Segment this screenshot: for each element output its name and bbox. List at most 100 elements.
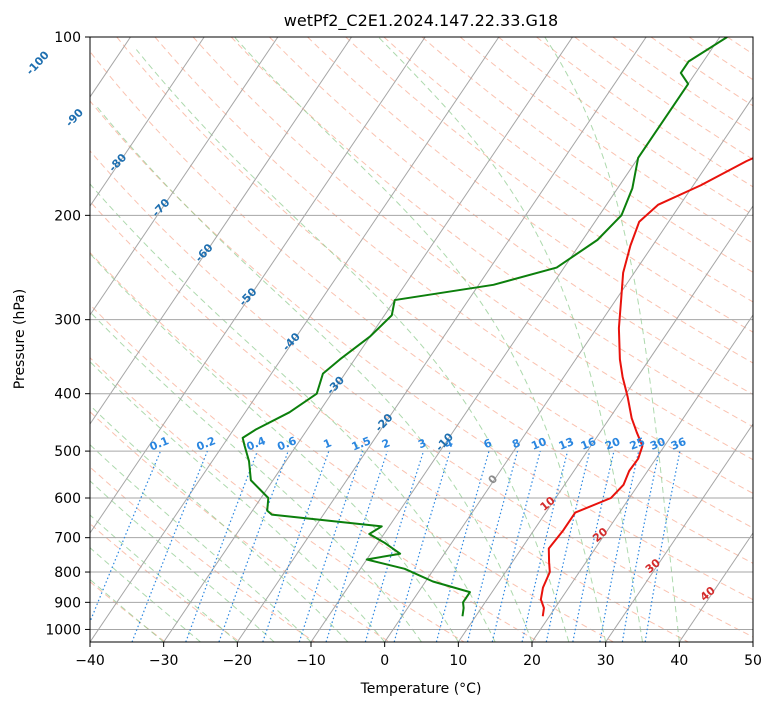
dewpoint-profile-line	[241, 37, 728, 617]
mixing-ratio-label: 36	[669, 435, 688, 453]
dry-adiabat-line	[345, 37, 753, 333]
dry-adiabat-line	[90, 50, 753, 564]
isotherm-label: -60	[193, 241, 216, 265]
mixing-ratio-label: 2	[380, 436, 392, 451]
mixing-ratio-label: 8	[510, 436, 522, 451]
x-tick-label: 40	[670, 653, 688, 669]
mixing-ratio-label: 10	[529, 435, 548, 453]
y-tick-label: 400	[54, 387, 81, 403]
mixing-ratio-label: 30	[648, 435, 667, 453]
isotherm-label: -70	[149, 196, 172, 220]
mixing-ratio-line	[393, 450, 451, 642]
isotherm-line	[90, 37, 352, 425]
isotherm-line	[90, 37, 500, 642]
y-tick-label: 100	[54, 30, 81, 46]
mixing-ratio-line	[599, 450, 640, 642]
dry-adiabat-label: 10	[538, 494, 558, 514]
y-tick-label: 200	[54, 208, 81, 224]
mixing-ratio-line	[644, 450, 681, 642]
dry-adiabat-line	[230, 37, 753, 428]
isotherm-line	[678, 532, 753, 642]
y-axis-title: Pressure (hPa)	[12, 289, 28, 389]
dry-adiabat-line	[90, 100, 753, 601]
dry-adiabat-line	[90, 251, 614, 642]
dry-adiabat-line	[727, 37, 753, 55]
mixing-ratio-label: 1	[322, 436, 334, 451]
x-axis-title: Temperature (°C)	[360, 681, 482, 697]
mixing-ratio-line	[435, 450, 490, 642]
chart-title: wetPf2_C2E1.2024.147.22.33.G18	[284, 11, 558, 31]
x-tick-label: 30	[597, 653, 615, 669]
y-tick-label: 300	[54, 313, 81, 329]
moist-adiabat-line	[90, 444, 312, 642]
isotherm-line	[90, 37, 279, 316]
dry-adiabat-line	[269, 37, 753, 396]
moist-adiabat-line	[90, 578, 164, 642]
mixing-ratio-line	[185, 450, 258, 642]
mixing-ratio-line	[325, 450, 388, 642]
y-tick-label: 600	[54, 491, 81, 507]
isotherm-label: -50	[236, 285, 259, 309]
moist-adiabat-line	[90, 547, 201, 642]
dry-adiabat-line	[536, 37, 753, 188]
dry-adiabat-line	[498, 37, 753, 216]
moist-adiabat-line	[90, 253, 459, 642]
dry-adiabat-line	[383, 37, 753, 303]
dry-adiabat-line	[421, 37, 753, 273]
dry-adiabat-label: 40	[698, 584, 718, 604]
mixing-ratio-label: 16	[579, 435, 598, 453]
isotherm-line	[163, 37, 573, 642]
mixing-ratio-label: 6	[482, 436, 494, 451]
moist-adiabat-line	[378, 37, 643, 642]
x-tick-label: 50	[744, 653, 762, 669]
mixing-ratio-line	[466, 450, 519, 642]
dry-adiabat-line	[154, 37, 753, 494]
x-tick-label: 10	[449, 653, 467, 669]
mixing-ratio-line	[364, 450, 425, 642]
x-tick-label: −40	[75, 653, 105, 669]
isotherm-label: -100	[24, 48, 53, 77]
dry-adiabat-line	[459, 37, 753, 244]
mixing-ratio-line	[131, 450, 208, 642]
isotherm-line	[90, 37, 426, 534]
dry-adiabat-label: 20	[590, 525, 610, 545]
dry-adiabat-line	[192, 37, 753, 461]
x-tick-label: 20	[523, 653, 541, 669]
dry-adiabat-line	[90, 150, 753, 638]
dry-adiabat-line	[612, 37, 753, 133]
data-series	[241, 37, 753, 617]
dry-adiabat-line	[90, 303, 540, 642]
isotherm-line	[236, 37, 647, 642]
moist-adiabat-line	[90, 480, 275, 642]
isotherm-line	[752, 641, 753, 642]
isotherm-label: -80	[106, 151, 129, 175]
dry-adiabat-line	[90, 466, 315, 642]
isotherm-line	[90, 37, 205, 207]
dry-adiabat-line	[90, 200, 689, 642]
moist-adiabat-line	[94, 104, 533, 642]
moist-adiabat-line	[234, 37, 607, 642]
mixing-ratio-label: 25	[628, 435, 647, 453]
moist-adiabat-line	[90, 360, 386, 642]
isotherm-line	[457, 205, 753, 642]
mixing-ratio-line	[90, 450, 162, 624]
mixing-ratio-label: 13	[557, 435, 576, 453]
moist-adiabat-line	[135, 49, 570, 642]
dry-adiabat-line	[765, 37, 775, 642]
isotherm-line	[0, 37, 57, 642]
dry-adiabat-label: 30	[643, 556, 663, 576]
y-tick-label: 900	[54, 595, 81, 611]
y-tick-label: 500	[54, 444, 81, 460]
moist-adiabat-line	[90, 183, 496, 642]
x-tick-label: −20	[223, 653, 253, 669]
mixing-ratio-line	[218, 450, 289, 642]
x-tick-label: 0	[380, 653, 389, 669]
mixing-ratio-line	[572, 450, 615, 642]
mixing-ratio-label: 20	[603, 435, 622, 453]
dry-adiabat-line	[307, 37, 753, 364]
plot-frame	[89, 36, 754, 643]
moist-adiabat-line	[544, 37, 680, 642]
isotherm-label: -40	[280, 330, 303, 354]
x-tick-label: −10	[296, 653, 326, 669]
